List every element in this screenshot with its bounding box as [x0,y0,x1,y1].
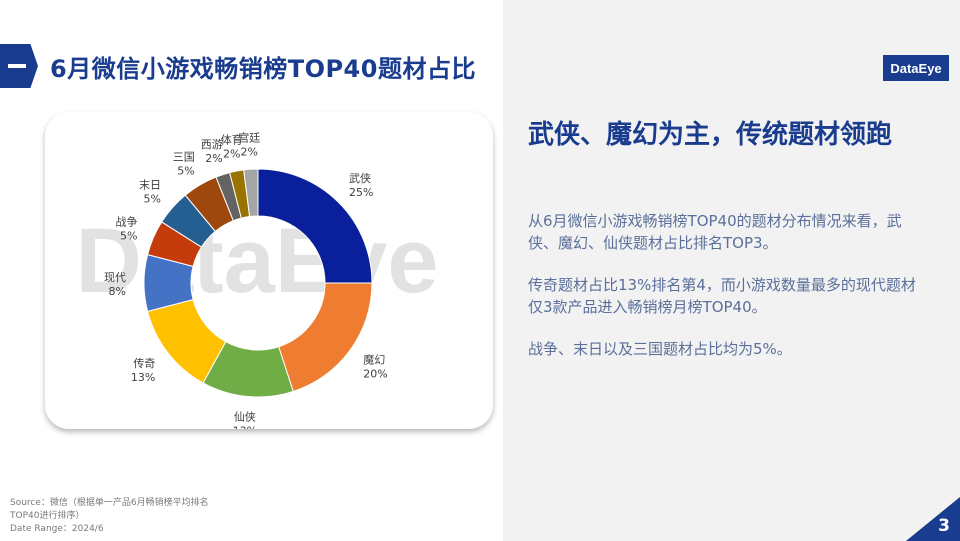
page-number: 3 [938,516,950,536]
slice-value-7: 5% [144,192,161,205]
slice-value-8: 5% [177,164,194,177]
source-line-2: TOP40进行排序） [10,511,85,521]
title-marker [0,44,38,88]
slice-label-10: 体育 [221,132,243,146]
source-note: Source：微信（根据单一产品6月畅销榜平均排名 TOP40进行排序） Dat… [10,497,270,536]
watermark: DataEye [75,210,438,312]
dataeye-logo: DataEye [883,55,949,81]
summary-heading: 武侠、魔幻为主，传统题材领跑 [528,120,893,150]
summary-paragraph-2: 传奇题材占比13%排名第4，而小游戏数量最多的现代题材仅3款产品进入畅销榜月榜T… [528,276,916,316]
slice-1 [257,168,373,284]
slice-value-11: 2% [240,145,257,158]
title-bar: 6月微信小游戏畅销榜TOP40题材占比 [0,44,476,88]
slice-label-4: 传奇 [133,357,155,370]
slice-label-5: 现代 [104,271,126,284]
slice-label-8: 三国 [173,150,195,163]
summary-paragraph-1: 从6月微信小游戏畅销榜TOP40的题材分布情况来看，武侠、魔幻、仙侠题材占比排名… [528,212,902,252]
slice-value-4: 13% [131,371,155,384]
slice-label-2: 魔幻 [363,352,385,366]
slice-11 [243,168,259,218]
slice-label-7: 末日 [139,177,161,191]
summary-paragraph-3: 战争、末日以及三国题材占比均为5%。 [528,340,792,358]
source-line-1: Source：微信（根据单一产品6月畅销榜平均排名 [10,498,209,508]
donut-chart: DataEye 武侠25%魔幻20%仙侠13%传奇13%现代8%战争5%末日5%… [75,130,438,429]
slice-label-9: 西游 [201,138,223,151]
slice-value-2: 20% [363,367,387,380]
chart-card: DataEye 武侠25%魔幻20%仙侠13%传奇13%现代8%战争5%末日5%… [45,112,493,429]
slice-value-3: 13% [233,424,257,429]
slice-value-1: 25% [349,186,373,199]
slice-label-1: 武侠 [349,172,371,185]
slice-label-3: 仙侠 [234,410,256,423]
page-title: 6月微信小游戏畅销榜TOP40题材占比 [50,54,476,83]
slice-label-6: 战争 [116,214,138,228]
slice-value-5: 8% [109,285,126,298]
slice-value-10: 2% [223,147,240,160]
date-range: Date Range：2024/6 [10,524,104,534]
slice-value-9: 2% [205,152,222,165]
slice-value-6: 5% [120,229,137,242]
slice-label-11: 宫廷 [238,130,260,144]
right-panel [503,0,960,541]
